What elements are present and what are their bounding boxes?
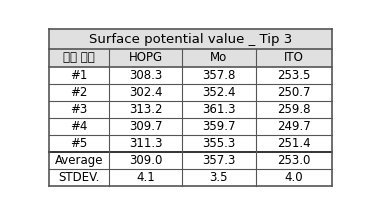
Bar bbox=[256, 84, 332, 101]
Text: STDEV.: STDEV. bbox=[58, 171, 100, 184]
Text: #4: #4 bbox=[70, 120, 88, 133]
Text: 309.7: 309.7 bbox=[129, 120, 162, 133]
Text: 249.7: 249.7 bbox=[277, 120, 311, 133]
Text: #3: #3 bbox=[70, 103, 88, 116]
Bar bbox=[256, 49, 332, 67]
Bar bbox=[49, 152, 109, 169]
Bar bbox=[256, 101, 332, 118]
Bar bbox=[49, 135, 109, 152]
Text: 302.4: 302.4 bbox=[129, 86, 162, 99]
Text: 4.0: 4.0 bbox=[285, 171, 303, 184]
Bar bbox=[182, 67, 256, 84]
Bar bbox=[49, 49, 109, 67]
Bar bbox=[182, 152, 256, 169]
Text: #2: #2 bbox=[70, 86, 88, 99]
Bar bbox=[49, 118, 109, 135]
Bar bbox=[182, 169, 256, 186]
Bar bbox=[182, 118, 256, 135]
Bar bbox=[109, 135, 182, 152]
Bar bbox=[109, 67, 182, 84]
Bar bbox=[49, 67, 109, 84]
Bar bbox=[49, 169, 109, 186]
Text: #5: #5 bbox=[70, 137, 88, 150]
Bar bbox=[109, 101, 182, 118]
Bar bbox=[256, 118, 332, 135]
Bar bbox=[182, 49, 256, 67]
Text: ITO: ITO bbox=[284, 51, 304, 64]
Bar bbox=[256, 67, 332, 84]
Text: 259.8: 259.8 bbox=[277, 103, 311, 116]
Bar bbox=[49, 101, 109, 118]
Bar bbox=[109, 49, 182, 67]
Text: 308.3: 308.3 bbox=[129, 69, 162, 82]
Text: Average: Average bbox=[55, 154, 103, 167]
Text: 253.0: 253.0 bbox=[277, 154, 311, 167]
Text: 311.3: 311.3 bbox=[129, 137, 162, 150]
Bar bbox=[109, 84, 182, 101]
Text: 250.7: 250.7 bbox=[277, 86, 311, 99]
Bar bbox=[49, 29, 332, 49]
Bar bbox=[109, 152, 182, 169]
Bar bbox=[109, 169, 182, 186]
Bar bbox=[256, 135, 332, 152]
Bar bbox=[256, 152, 332, 169]
Bar bbox=[182, 84, 256, 101]
Text: 361.3: 361.3 bbox=[202, 103, 235, 116]
Bar bbox=[256, 169, 332, 186]
Text: 352.4: 352.4 bbox=[202, 86, 235, 99]
Text: 313.2: 313.2 bbox=[129, 103, 162, 116]
Text: 253.5: 253.5 bbox=[277, 69, 311, 82]
Bar bbox=[109, 118, 182, 135]
Bar bbox=[182, 101, 256, 118]
Text: 359.7: 359.7 bbox=[202, 120, 235, 133]
Text: 251.4: 251.4 bbox=[277, 137, 311, 150]
Text: 309.0: 309.0 bbox=[129, 154, 162, 167]
Bar bbox=[49, 84, 109, 101]
Text: Surface potential value _ Tip 3: Surface potential value _ Tip 3 bbox=[89, 33, 292, 46]
Text: 측정 위치: 측정 위치 bbox=[63, 51, 95, 64]
Text: 3.5: 3.5 bbox=[210, 171, 228, 184]
Text: 355.3: 355.3 bbox=[202, 137, 235, 150]
Text: #1: #1 bbox=[70, 69, 88, 82]
Bar bbox=[182, 135, 256, 152]
Text: 357.8: 357.8 bbox=[202, 69, 235, 82]
Text: 4.1: 4.1 bbox=[136, 171, 155, 184]
Text: 357.3: 357.3 bbox=[202, 154, 235, 167]
Text: Mo: Mo bbox=[210, 51, 228, 64]
Text: HOPG: HOPG bbox=[128, 51, 163, 64]
